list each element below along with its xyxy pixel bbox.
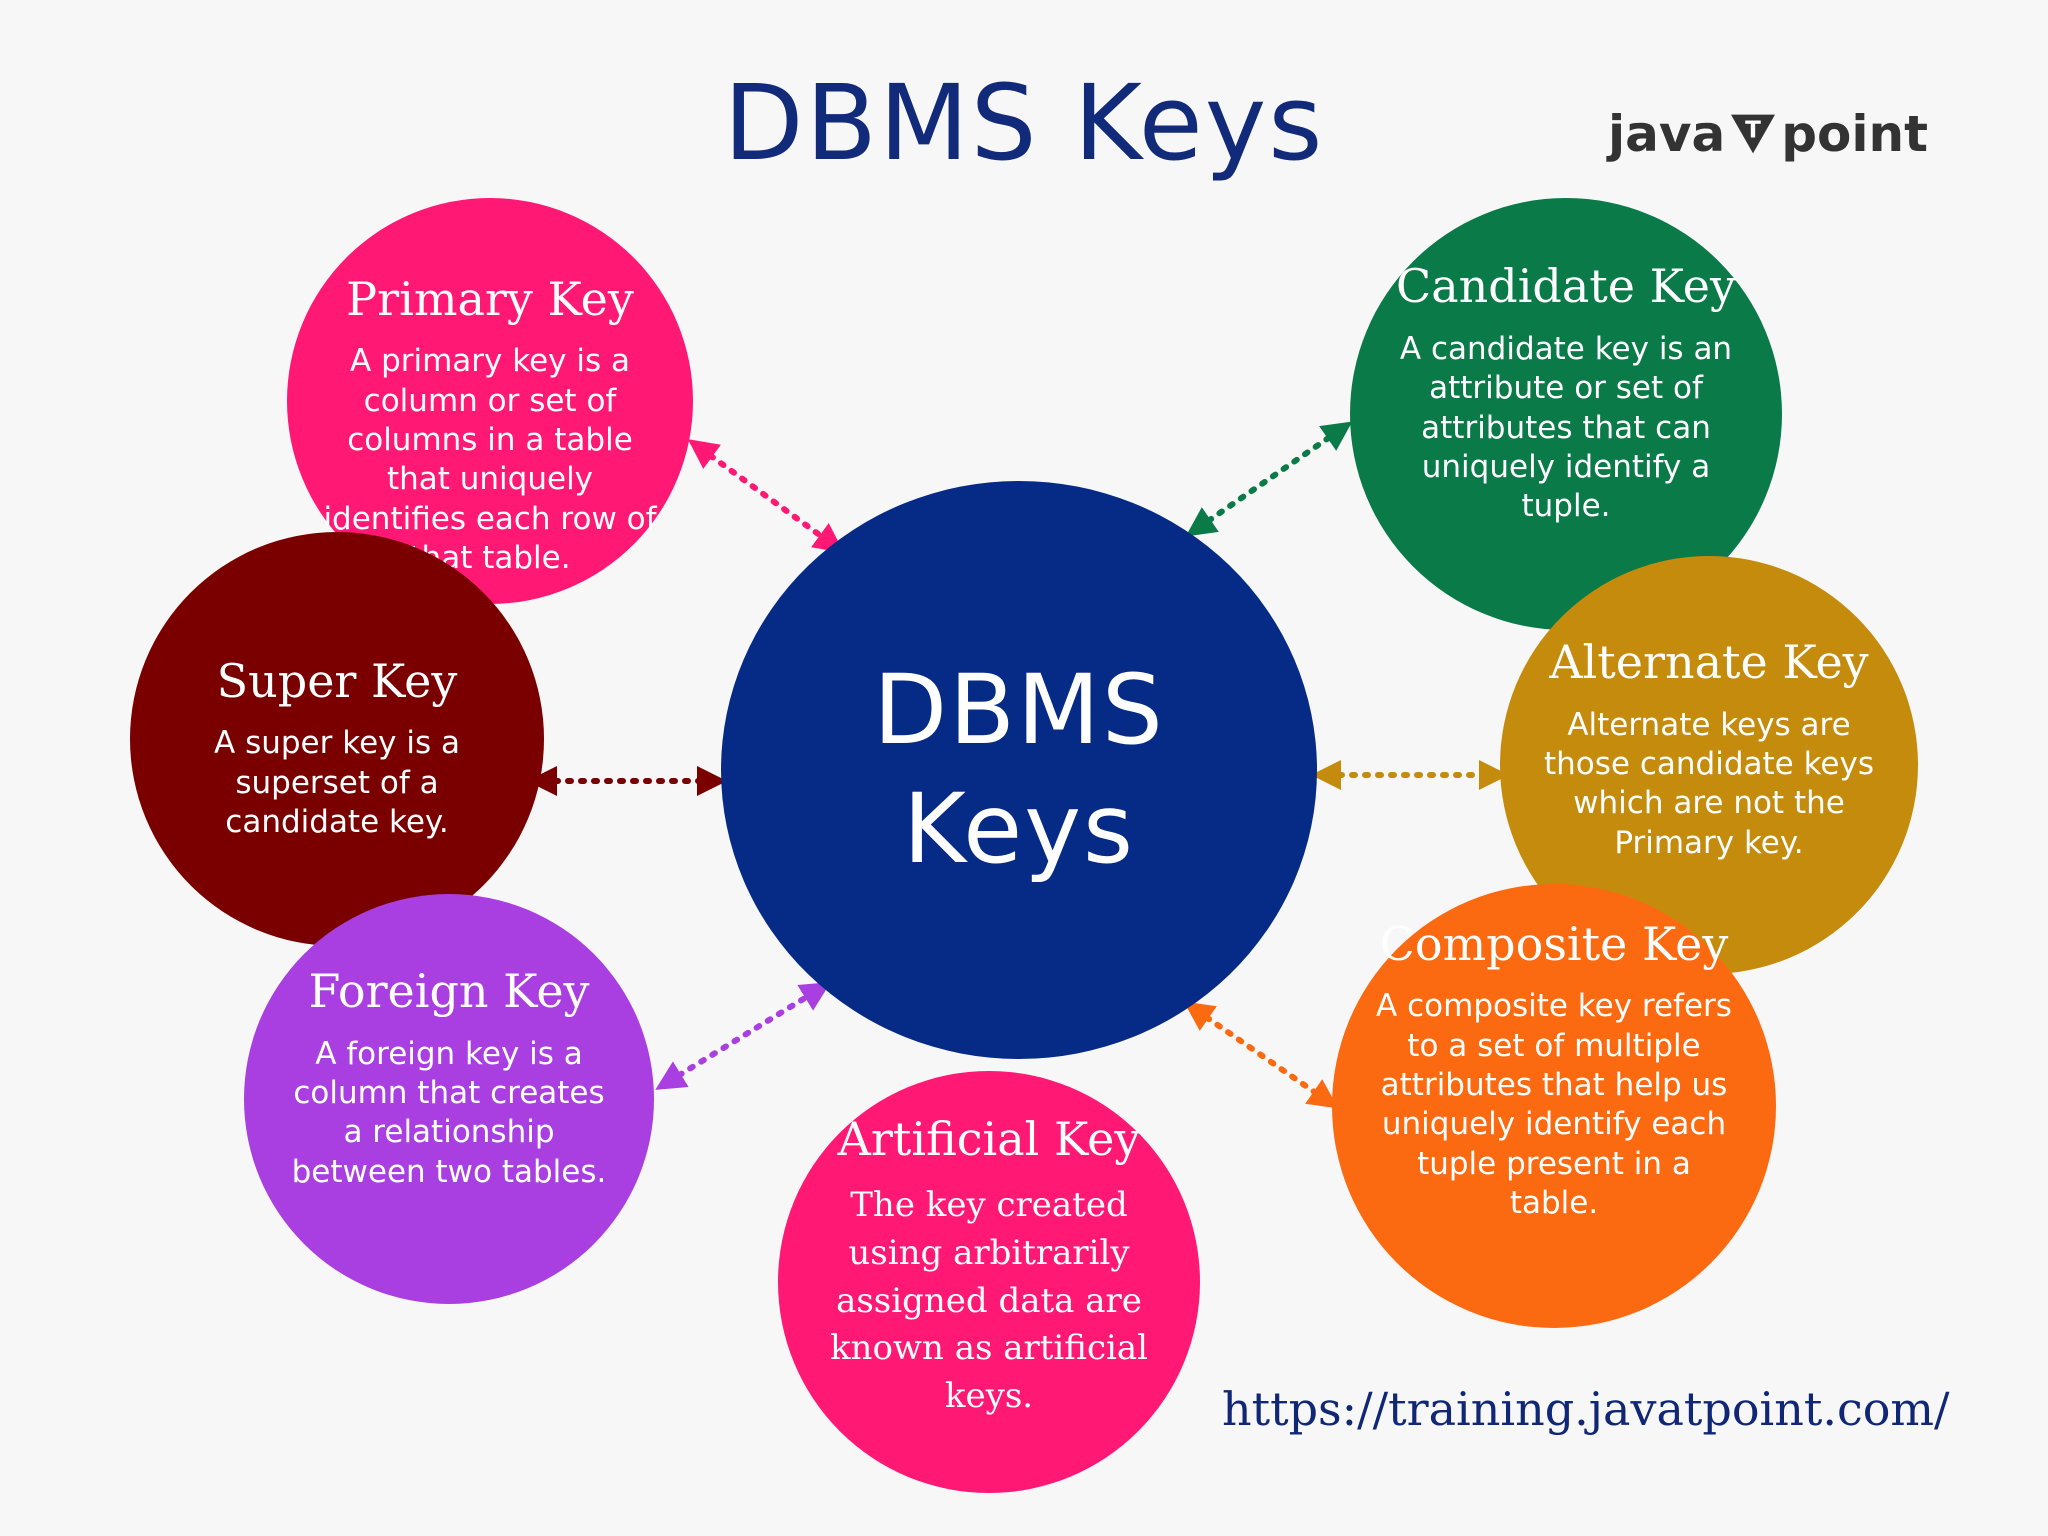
arrow-primary — [687, 439, 845, 553]
alternate-key-description: Alternate keys are those candidate keys … — [1544, 706, 1874, 861]
super-key-title: Super Key — [216, 653, 458, 708]
artificial-key-description: The key created using arbitrarily assign… — [829, 1185, 1149, 1416]
candidate-key-title: Candidate Key — [1396, 259, 1736, 314]
center-label-line2: Keys — [902, 773, 1136, 885]
artificial-key-title: Artificial Key — [837, 1111, 1141, 1166]
super-key-circle: Super Key A super key is a superset of a… — [130, 532, 544, 946]
primary-key-title: Primary Key — [346, 271, 634, 326]
alternate-key-title: Alternate Key — [1549, 634, 1869, 689]
javatpoint-logo: java T point — [1608, 94, 1928, 174]
logo-t-triangle-icon: T — [1731, 114, 1776, 154]
composite-key-title: Composite Key — [1379, 916, 1729, 971]
logo-text-java: java — [1608, 105, 1726, 163]
logo-mark-text: T — [1745, 118, 1761, 144]
foreign-key-circle: Foreign Key A foreign key is a column th… — [244, 894, 654, 1304]
alternate-key-circle: Alternate Key Alternate keys are those c… — [1500, 556, 1918, 974]
foreign-key-description: A foreign key is a column that creates a… — [291, 1035, 607, 1190]
logo-text-point: point — [1781, 105, 1928, 163]
arrow-composite — [1183, 1001, 1339, 1109]
super-key-description: A super key is a superset of a candidate… — [214, 725, 460, 840]
center-dbms-keys-circle: DBMS Keys — [721, 481, 1317, 1059]
composite-key-circle: Composite Key A composite key refers to … — [1332, 884, 1776, 1328]
center-label-line1: DBMS — [873, 653, 1165, 766]
arrow-foreign — [655, 982, 831, 1090]
arrow-candidate — [1185, 421, 1353, 537]
candidate-key-description: A candidate key is an attribute or set o… — [1399, 330, 1733, 525]
foreign-key-title: Foreign Key — [308, 963, 590, 1018]
page-title: DBMS Keys — [723, 62, 1325, 184]
source-url-link[interactable]: https://training.javatpoint.com/ — [1222, 1382, 1950, 1436]
composite-key-description: A composite key refers to a set of multi… — [1376, 988, 1732, 1222]
artificial-key-circle: Artificial Key The key created using arb… — [778, 1071, 1200, 1493]
